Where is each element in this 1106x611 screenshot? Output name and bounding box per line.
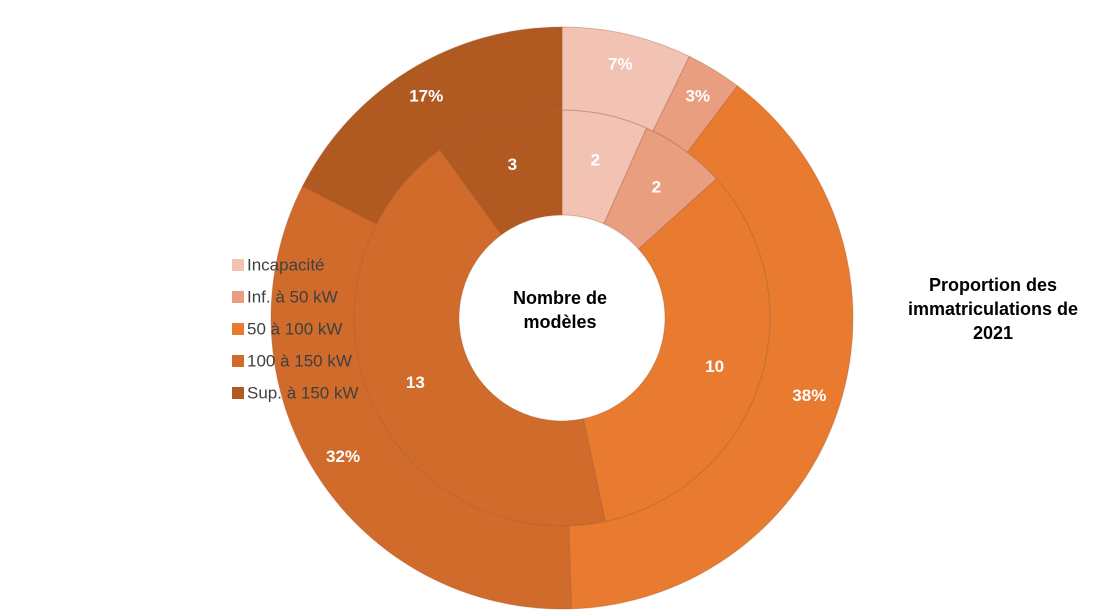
donut-segment xyxy=(301,26,563,225)
donut-segment xyxy=(582,178,771,523)
legend-swatch xyxy=(232,259,244,271)
legend-label: Sup. à 150 kW xyxy=(247,383,359,402)
outer-ring-title: Proportion des immatriculations de 2021 xyxy=(907,275,1079,343)
data-label: 2 xyxy=(652,178,661,197)
data-label: 3 xyxy=(508,155,517,174)
legend-swatch xyxy=(232,355,244,367)
donut-segment xyxy=(568,85,854,610)
inner-ring-title: Nombre de modèles xyxy=(512,288,608,332)
data-label: 2 xyxy=(591,150,600,169)
legend-label: 100 à 150 kW xyxy=(247,351,352,370)
data-label: 17% xyxy=(409,86,443,105)
legend-swatch xyxy=(232,323,244,335)
data-label: 7% xyxy=(608,55,633,74)
legend-label: 50 à 100 kW xyxy=(247,319,342,338)
donut-segment xyxy=(439,109,563,236)
data-label: 3% xyxy=(685,86,710,105)
legend-swatch xyxy=(232,387,244,399)
data-label: 13 xyxy=(406,373,425,392)
legend-label: Inf. à 50 kW xyxy=(247,287,338,306)
data-label: 38% xyxy=(792,386,826,405)
data-label: 10 xyxy=(705,357,724,376)
data-label: 32% xyxy=(326,447,360,466)
donut-segment xyxy=(270,185,572,610)
legend-swatch xyxy=(232,291,244,303)
donut-segment xyxy=(561,26,691,132)
legend-label: Incapacité xyxy=(247,255,325,274)
